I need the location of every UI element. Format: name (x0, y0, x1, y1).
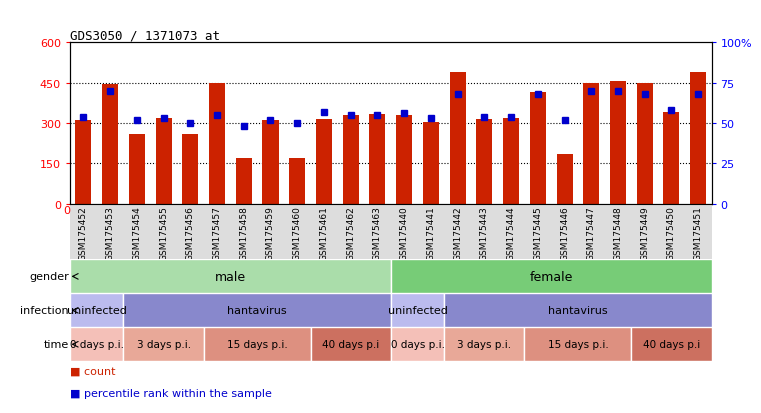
Bar (423, 122, 439, 204)
Bar (556, 154, 572, 204)
Text: 0: 0 (63, 206, 70, 216)
Text: GSM175449: GSM175449 (640, 206, 649, 260)
Bar (70, 328, 123, 361)
Text: GSM175461: GSM175461 (320, 206, 329, 261)
Bar (476, 120, 492, 204)
Bar (204, 328, 310, 361)
Bar (632, 328, 712, 361)
Bar (637, 83, 653, 204)
Bar (396, 116, 412, 204)
Text: hantavirus: hantavirus (548, 306, 608, 316)
Text: GSM175455: GSM175455 (159, 206, 168, 261)
Text: gender: gender (29, 272, 68, 282)
Bar (70, 294, 123, 328)
Text: 0 days p.i.: 0 days p.i. (390, 339, 444, 349)
Text: GSM175450: GSM175450 (667, 206, 676, 261)
Text: GSM175460: GSM175460 (293, 206, 301, 261)
Bar (450, 73, 466, 204)
Text: female: female (530, 270, 573, 283)
Bar (236, 159, 252, 204)
Bar (690, 73, 706, 204)
Text: infection: infection (20, 306, 68, 316)
Text: 3 days p.i.: 3 days p.i. (136, 339, 190, 349)
Text: ■ count: ■ count (70, 366, 116, 375)
Bar (75, 121, 91, 204)
Text: 40 days p.i: 40 days p.i (322, 339, 379, 349)
Bar (310, 328, 391, 361)
Text: GSM175459: GSM175459 (266, 206, 275, 261)
Bar (183, 134, 199, 204)
Text: 15 days p.i.: 15 days p.i. (547, 339, 608, 349)
Text: GSM175444: GSM175444 (507, 206, 515, 260)
Bar (583, 83, 599, 204)
Text: 0 days p.i.: 0 days p.i. (70, 339, 124, 349)
Text: GSM175441: GSM175441 (426, 206, 435, 260)
Bar (391, 260, 712, 294)
Bar (102, 85, 118, 204)
Text: GSM175458: GSM175458 (239, 206, 248, 261)
Bar (444, 294, 712, 328)
Bar (209, 83, 225, 204)
Text: GSM175456: GSM175456 (186, 206, 195, 261)
Bar (123, 328, 204, 361)
Text: male: male (215, 270, 246, 283)
Text: GSM175443: GSM175443 (480, 206, 489, 260)
Bar (289, 159, 305, 204)
Bar (530, 93, 546, 204)
Text: GSM175462: GSM175462 (346, 206, 355, 260)
Bar (263, 121, 279, 204)
Bar (391, 328, 444, 361)
Bar (524, 328, 632, 361)
Bar (369, 114, 385, 204)
Text: 15 days p.i.: 15 days p.i. (227, 339, 288, 349)
Text: GSM175453: GSM175453 (106, 206, 115, 261)
Text: GDS3050 / 1371073_at: GDS3050 / 1371073_at (70, 29, 220, 42)
Bar (123, 294, 391, 328)
Text: GSM175446: GSM175446 (560, 206, 569, 260)
Bar (70, 260, 391, 294)
Text: GSM175463: GSM175463 (373, 206, 382, 261)
Bar (664, 113, 680, 204)
Text: GSM175451: GSM175451 (694, 206, 702, 261)
Text: uninfected: uninfected (387, 306, 447, 316)
Text: hantavirus: hantavirus (228, 306, 287, 316)
Bar (444, 328, 524, 361)
Bar (391, 294, 444, 328)
Text: GSM175440: GSM175440 (400, 206, 409, 260)
Bar (155, 119, 171, 204)
Text: GSM175447: GSM175447 (587, 206, 596, 260)
Text: ■ percentile rank within the sample: ■ percentile rank within the sample (70, 388, 272, 398)
Text: GSM175448: GSM175448 (613, 206, 622, 260)
Bar (503, 119, 519, 204)
Text: 40 days p.i: 40 days p.i (643, 339, 700, 349)
Text: GSM175454: GSM175454 (132, 206, 142, 260)
Bar (610, 82, 626, 204)
Text: GSM175442: GSM175442 (453, 206, 462, 260)
Text: GSM175457: GSM175457 (212, 206, 221, 261)
Bar (316, 120, 332, 204)
Text: uninfected: uninfected (67, 306, 126, 316)
Bar (129, 134, 145, 204)
Text: GSM175452: GSM175452 (79, 206, 88, 260)
Text: time: time (43, 339, 68, 349)
Text: GSM175445: GSM175445 (533, 206, 543, 260)
Text: 3 days p.i.: 3 days p.i. (457, 339, 511, 349)
Bar (342, 116, 358, 204)
